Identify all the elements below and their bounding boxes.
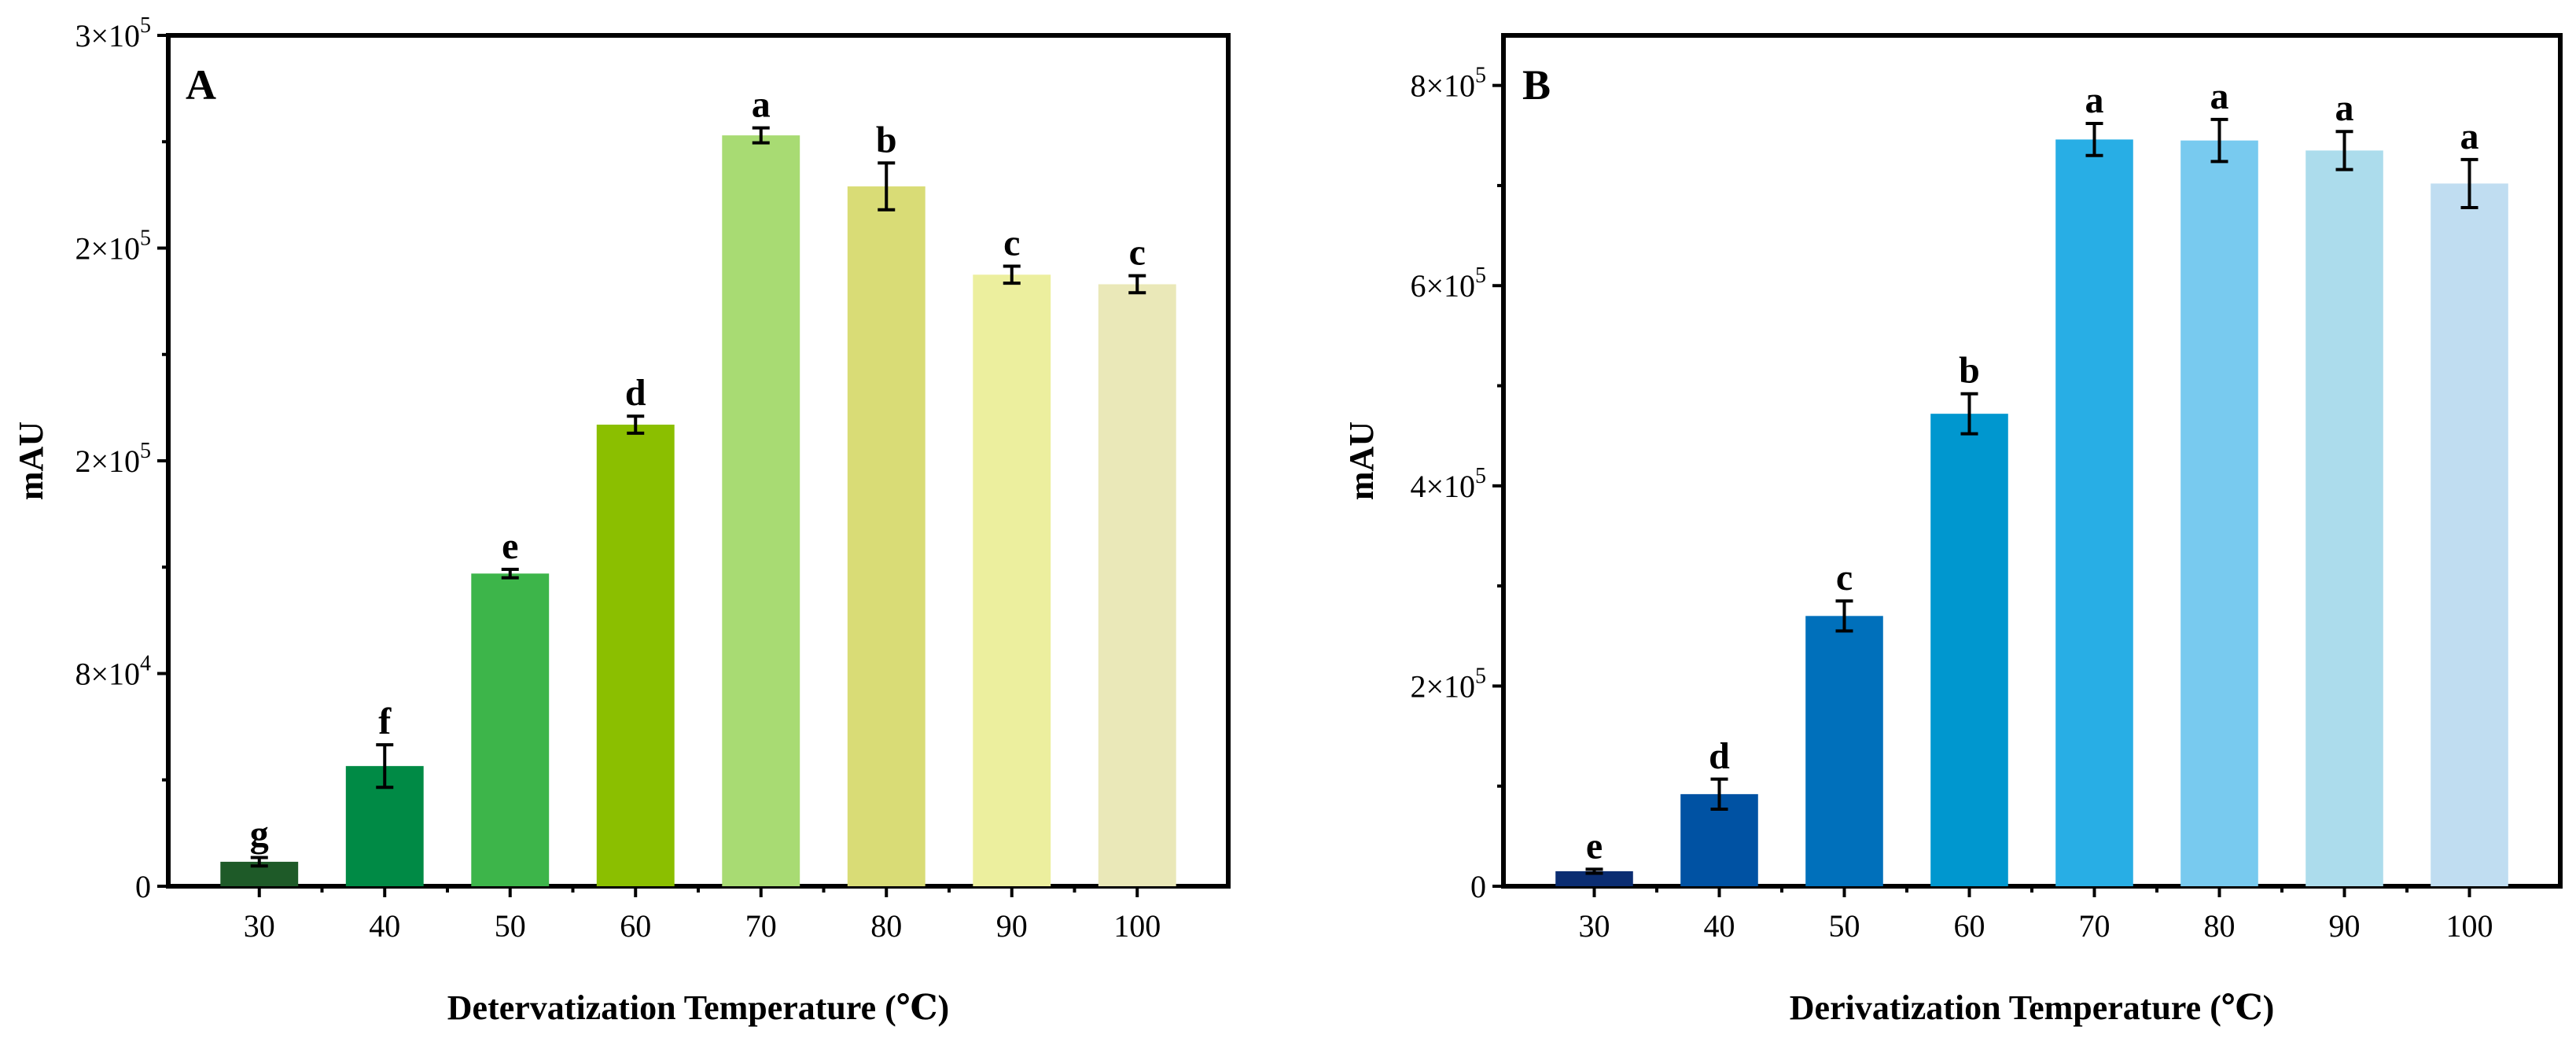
panel-a-x-tick-label: 60 [620, 908, 651, 944]
panel-b-x-tick-label: 80 [2204, 908, 2236, 944]
panel-b-significance-label-30: e [1586, 825, 1603, 867]
panel-a-bar-90 [973, 274, 1051, 886]
panel-a-error-bar-90 [1003, 264, 1021, 285]
panel-b-bars: e d c b a a a a [1555, 75, 2508, 887]
panel-b-y-tick-label: 2×105 [1410, 664, 1486, 704]
panel-a-x-tick-label: 90 [996, 908, 1028, 944]
panel-b-x-tick-label: 40 [1704, 908, 1735, 944]
panel-b-significance-label-80: a [2210, 75, 2229, 117]
panel-b-bar-100 [2431, 183, 2508, 887]
panel-a-x-tick-label: 80 [870, 908, 902, 944]
panel-b-bar-80 [2180, 140, 2258, 887]
panel-a-y-tick-label: 3×105 [75, 13, 151, 53]
panel-b-significance-label-40: d [1709, 735, 1730, 777]
panel-b-x-tick-label: 60 [1954, 908, 1985, 944]
panel-b-x-axis-title: Derivatization Temperature (℃) [1790, 988, 2274, 1027]
panel-b-significance-label-60: b [1959, 350, 1980, 392]
panel-b-error-bar-30 [1585, 867, 1603, 875]
panel-b-axis-ticks: 0 2×105 4×105 6×105 8×105 30 40 50 60 70 80 90 100 [1410, 64, 2493, 944]
panel-a-plot-frame [166, 33, 1231, 889]
panel-b-error-bar-70 [2085, 122, 2103, 157]
panel-b-error-bar-80 [2210, 117, 2228, 164]
panel-a-bar-50 [471, 573, 550, 886]
panel-a-y-tick-label: 2×105 [75, 439, 151, 479]
panel-b-y-tick-label: 4×105 [1410, 464, 1486, 504]
panel-b-significance-label-90: a [2335, 87, 2354, 129]
panel-a-y-axis-title: mAU [12, 421, 50, 500]
panel-a-x-tick-label: 40 [369, 908, 400, 944]
panel-a-bar-80 [847, 186, 926, 886]
panel-b-significance-label-50: c [1836, 557, 1853, 598]
panel-b-letter: B [1522, 61, 1551, 109]
panel-a-x-tick-label: 70 [745, 908, 777, 944]
panel-b-bar-30 [1555, 871, 1633, 886]
panel-a-error-bar-100 [1128, 274, 1146, 295]
panel-b-significance-label-70: a [2085, 79, 2104, 121]
panel-a-x-tick-label: 100 [1113, 908, 1161, 944]
panel-a-bar-100 [1098, 284, 1176, 886]
panel-b-x-tick-label: 50 [1829, 908, 1860, 944]
panel-b-error-bar-100 [2460, 157, 2478, 209]
panel-b-y-tick-label: 8×105 [1410, 64, 1486, 104]
panel-b-bar-60 [1930, 414, 2008, 886]
panel-a-axis-ticks: 0 8×104 2×105 2×105 3×105 30 40 50 60 70 80 90 100 [75, 13, 1161, 944]
panel-a-significance-label-100: c [1129, 232, 1146, 274]
panel-a-significance-label-40: f [378, 701, 392, 742]
panel-a-significance-label-70: a [752, 84, 771, 126]
panel-a-bar-60 [596, 425, 675, 886]
panel-a-x-axis-title: Detervatization Temperature (℃) [447, 988, 949, 1027]
panel-a-significance-label-60: d [625, 372, 646, 414]
panel-b-x-tick-label: 100 [2446, 908, 2493, 944]
panel-a-error-bar-70 [752, 126, 770, 145]
panel-b-y-tick-label: 0 [1470, 869, 1486, 904]
panel-a-significance-label-80: b [876, 119, 897, 160]
panel-a-x-tick-label: 50 [495, 908, 526, 944]
panel-a-error-bar-60 [627, 414, 645, 435]
panel-b-plot-frame [1501, 33, 2563, 889]
panel-a-error-bar-50 [501, 567, 519, 580]
panel-a-letter: A [186, 61, 216, 109]
panel-b-bar-50 [1805, 616, 1883, 886]
panel-a-significance-label-50: e [502, 525, 518, 567]
panel-b-y-axis-title: mAU [1342, 421, 1381, 500]
panel-a-error-bar-30 [250, 856, 268, 868]
panel-b-significance-label-100: a [2460, 116, 2479, 157]
panel-b-y-tick-label: 6×105 [1410, 263, 1486, 304]
panel-a-significance-label-30: g [250, 813, 269, 855]
panel-a-error-bar-80 [878, 161, 896, 212]
panel-b-x-tick-label: 90 [2329, 908, 2361, 944]
panel-a-y-tick-label: 2×105 [75, 226, 151, 267]
panel-a-significance-label-90: c [1003, 222, 1020, 263]
panel-b-error-bar-50 [1835, 599, 1853, 633]
panel-a-bars: g f e d a b c c [220, 84, 1176, 886]
panel-b-error-bar-90 [2335, 130, 2353, 171]
panel-b-x-tick-label: 30 [1579, 908, 1610, 944]
panel-b-error-bar-40 [1710, 777, 1728, 811]
panel-b-error-bar-60 [1960, 392, 1978, 436]
panel-b: B mAU Derivatization Temperature (℃) 0 2×… [1342, 33, 2563, 1027]
panel-b-x-tick-label: 70 [2079, 908, 2110, 944]
panel-a-y-tick-label: 0 [135, 869, 151, 904]
panel-a-bar-70 [722, 135, 800, 886]
panel-a-x-tick-label: 30 [244, 908, 275, 944]
panel-a-error-bar-40 [376, 743, 394, 790]
panel-a-y-tick-label: 8×104 [75, 652, 151, 692]
panel-b-bar-90 [2306, 150, 2383, 886]
panel-b-bar-70 [2055, 139, 2133, 887]
panel-a: A mAU Detervatization Temperature (℃) 0 8… [12, 13, 1231, 1027]
